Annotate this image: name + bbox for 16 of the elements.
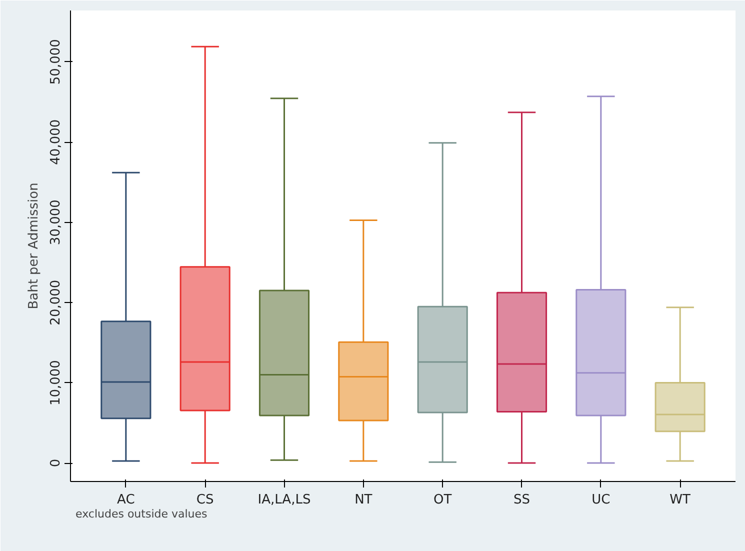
text: excludes outside values — [76, 508, 208, 520]
x-tick-label: AC — [117, 492, 135, 508]
y-tick-label: 40,000 — [48, 119, 64, 165]
x-tick-label: NT — [354, 492, 372, 508]
y-tick-label: 0 — [48, 458, 64, 468]
x-tick-label: OT — [433, 492, 452, 508]
x-tick-label: CS — [196, 492, 214, 508]
x-tick-label: UC — [592, 492, 610, 508]
y-tick-label: 20,000 — [48, 280, 64, 326]
y-tick-label: 50,000 — [48, 39, 64, 85]
x-tick-label: IA,LA,LS — [258, 492, 311, 508]
y-axis-title: Baht per Admission — [26, 182, 42, 310]
x-tick-label: SS — [514, 492, 530, 508]
y-tick-label: 30,000 — [48, 200, 64, 246]
y-tick-label: 10,000 — [48, 360, 64, 406]
x-tick-label: WT — [670, 492, 691, 508]
